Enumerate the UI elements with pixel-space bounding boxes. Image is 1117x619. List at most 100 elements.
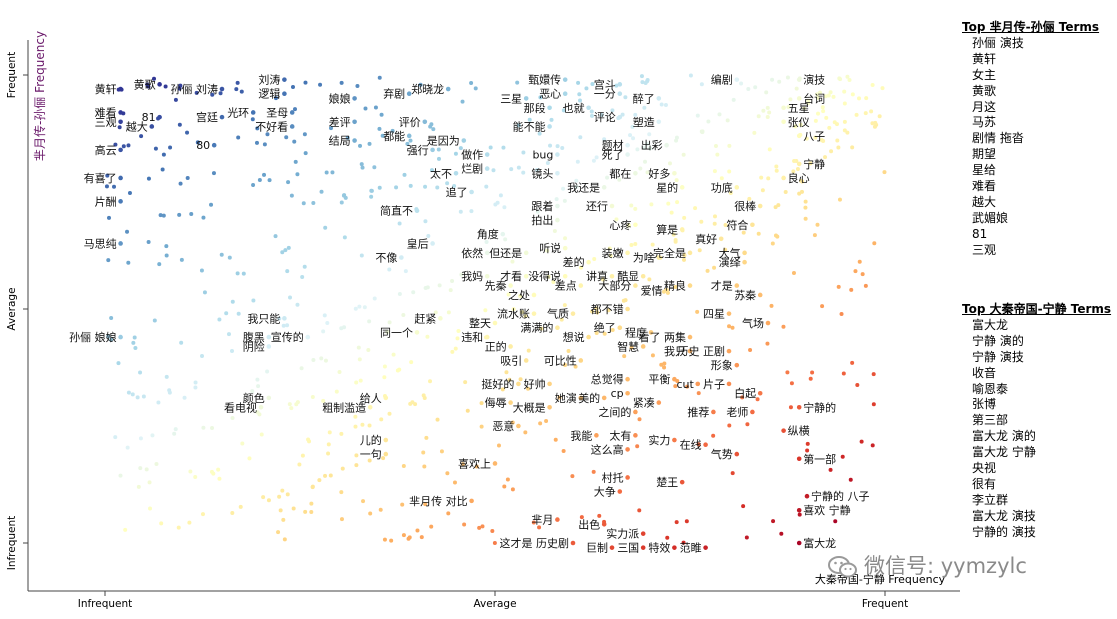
term-label[interactable]: 孙俪 娘娘: [69, 330, 117, 344]
term-point[interactable]: [703, 545, 708, 550]
term-label[interactable]: 台词: [803, 91, 825, 105]
term-label[interactable]: 简直不: [380, 204, 413, 218]
term-label[interactable]: 先秦: [485, 279, 507, 293]
term-label[interactable]: 气势: [711, 447, 733, 461]
term-point[interactable]: [562, 91, 568, 97]
term-point[interactable]: [547, 381, 552, 387]
term-label[interactable]: 苏秦: [734, 288, 756, 302]
term-point[interactable]: [687, 348, 693, 354]
term-label[interactable]: 芈月传 对比: [409, 494, 468, 508]
term-point[interactable]: [648, 330, 654, 335]
term-point[interactable]: [601, 395, 607, 401]
term-point[interactable]: [258, 404, 264, 410]
term-label[interactable]: 正的: [485, 339, 507, 353]
term-point[interactable]: [250, 110, 256, 115]
term-point[interactable]: [742, 259, 747, 265]
term-point[interactable]: [656, 400, 662, 405]
term-label[interactable]: 喜欢 宁静: [803, 503, 851, 517]
term-point[interactable]: [640, 273, 646, 279]
term-label[interactable]: 智慧: [617, 339, 639, 353]
term-label[interactable]: 圣母: [266, 106, 288, 119]
term-point[interactable]: [523, 358, 529, 363]
term-point[interactable]: [555, 170, 560, 176]
term-point[interactable]: [282, 316, 287, 321]
term-point[interactable]: [430, 241, 435, 246]
term-point[interactable]: [118, 147, 123, 153]
term-point[interactable]: [734, 451, 740, 457]
term-label[interactable]: 大部分: [598, 279, 631, 293]
term-point[interactable]: [484, 273, 490, 279]
term-item[interactable]: 黄歌: [972, 83, 997, 98]
term-point[interactable]: [562, 273, 568, 279]
term-point[interactable]: [383, 437, 389, 443]
term-point[interactable]: [570, 540, 576, 546]
term-item[interactable]: 很有: [972, 476, 997, 491]
term-label[interactable]: 装嫩: [602, 246, 624, 260]
term-point[interactable]: [609, 203, 615, 209]
term-point[interactable]: [703, 442, 708, 448]
term-point[interactable]: [617, 114, 623, 120]
term-label[interactable]: 楚王: [656, 475, 678, 489]
term-point[interactable]: [383, 451, 389, 457]
term-item[interactable]: 星给: [972, 163, 997, 178]
term-label[interactable]: 这才是 历史剧: [500, 536, 570, 550]
term-item[interactable]: 月这: [972, 99, 997, 114]
term-point[interactable]: [508, 400, 513, 405]
term-label[interactable]: 推荐: [687, 405, 709, 419]
term-point[interactable]: [547, 105, 552, 111]
term-point[interactable]: [796, 96, 802, 101]
term-point[interactable]: [781, 428, 786, 433]
term-label[interactable]: 功底: [711, 180, 733, 194]
term-label[interactable]: 宁静: [803, 157, 825, 171]
term-point[interactable]: [601, 185, 607, 190]
term-label[interactable]: 差点: [555, 279, 577, 293]
term-label[interactable]: 腹黑: [243, 330, 265, 344]
term-label[interactable]: 挺好的: [481, 377, 514, 391]
term-label[interactable]: 一句: [360, 448, 382, 461]
term-point[interactable]: [118, 241, 123, 246]
term-point[interactable]: [118, 175, 123, 181]
term-point[interactable]: [609, 545, 615, 550]
term-label[interactable]: 黄歌: [134, 77, 156, 91]
term-label[interactable]: 八子: [803, 130, 825, 143]
term-label[interactable]: 三国: [617, 542, 639, 555]
term-point[interactable]: [617, 82, 623, 87]
term-label[interactable]: 大气: [719, 246, 741, 260]
term-label[interactable]: 题材: [602, 138, 624, 152]
term-point[interactable]: [796, 507, 802, 513]
term-point[interactable]: [625, 152, 630, 157]
term-label[interactable]: 评论: [594, 110, 616, 124]
term-label[interactable]: 那段: [524, 101, 546, 115]
term-label[interactable]: 颜色: [243, 391, 265, 405]
term-label[interactable]: 赶紧: [414, 311, 436, 325]
term-point[interactable]: [578, 358, 584, 363]
term-label[interactable]: 特效: [648, 541, 670, 555]
term-item[interactable]: 张博: [972, 397, 997, 412]
term-item[interactable]: 81: [972, 226, 988, 241]
term-label[interactable]: 越大: [126, 119, 148, 133]
term-point[interactable]: [430, 147, 435, 153]
term-point[interactable]: [586, 105, 591, 111]
term-point[interactable]: [617, 91, 623, 97]
term-item[interactable]: 期望: [972, 147, 997, 162]
term-label[interactable]: 巨制: [586, 542, 608, 555]
term-item[interactable]: 三观: [972, 242, 997, 257]
term-label[interactable]: 都不错: [591, 302, 624, 316]
term-item[interactable]: 孙俪 演技: [972, 35, 1024, 50]
term-label[interactable]: 气质: [547, 307, 569, 321]
term-label[interactable]: 角度: [477, 227, 499, 241]
term-label[interactable]: 编剧: [711, 73, 733, 87]
term-label[interactable]: 强行: [407, 144, 429, 157]
term-point[interactable]: [656, 255, 662, 260]
term-point[interactable]: [617, 325, 623, 331]
term-label[interactable]: 不像: [375, 252, 397, 265]
term-label[interactable]: 有喜了: [84, 171, 117, 185]
term-point[interactable]: [547, 404, 552, 410]
term-point[interactable]: [796, 161, 802, 167]
term-label[interactable]: 星的: [656, 180, 678, 194]
term-label[interactable]: 阴险: [243, 339, 265, 353]
term-item[interactable]: 越大: [972, 194, 997, 209]
term-label[interactable]: 喜欢上: [458, 456, 491, 470]
term-point[interactable]: [679, 185, 685, 190]
term-label[interactable]: 依然: [461, 246, 483, 260]
